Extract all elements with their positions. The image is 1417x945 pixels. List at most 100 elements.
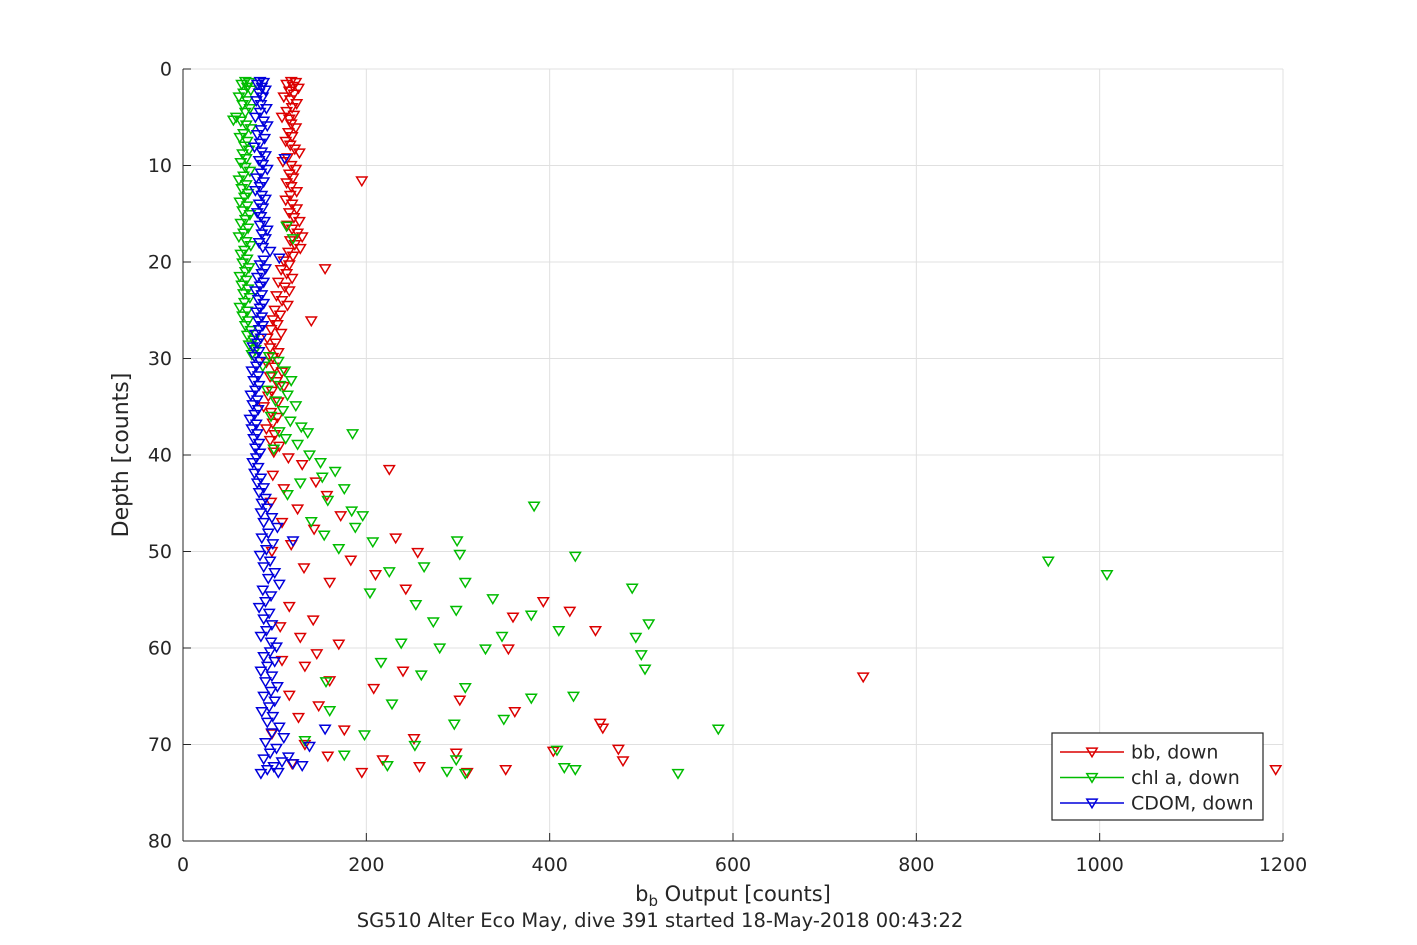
data-point-marker <box>291 83 306 95</box>
data-point-marker <box>259 544 273 556</box>
legend-marker-icon <box>1085 772 1099 784</box>
data-point-marker <box>302 741 317 753</box>
data-point-marker <box>527 501 541 513</box>
data-point-marker <box>263 435 277 447</box>
data-point-marker <box>292 216 306 228</box>
data-point-marker <box>263 246 277 258</box>
data-point-marker <box>287 89 301 101</box>
data-point-marker <box>524 693 538 705</box>
data-point-marker <box>568 551 582 563</box>
data-point-marker <box>298 739 312 751</box>
data-point-marker <box>289 401 303 413</box>
x-tick-label: 200 <box>348 854 384 876</box>
data-point-marker <box>268 568 282 579</box>
data-point-marker <box>508 707 522 718</box>
data-point-marker <box>258 597 273 608</box>
legend-marker-icon <box>1085 798 1099 810</box>
data-point-marker <box>258 677 273 689</box>
data-point-marker <box>302 450 317 462</box>
data-point-marker <box>254 631 268 643</box>
legend-label: bb, down <box>1131 742 1218 764</box>
x-tick-label: 1200 <box>1259 854 1307 876</box>
data-point-marker <box>638 664 652 676</box>
data-point-marker <box>286 759 300 771</box>
data-point-marker <box>272 427 286 439</box>
data-point-marker <box>265 371 279 383</box>
data-point-marker <box>319 677 333 689</box>
data-point-marker <box>275 367 289 379</box>
data-point-marker <box>642 619 656 631</box>
data-point-marker <box>293 632 307 644</box>
data-point-marker <box>277 484 291 496</box>
data-point-marker <box>295 459 309 471</box>
data-point-marker <box>460 767 474 779</box>
data-point-marker <box>449 755 463 767</box>
data-point-marker <box>506 612 520 624</box>
data-point-marker <box>323 577 337 589</box>
data-point-marker <box>328 466 342 478</box>
y-tick-label: 30 <box>148 348 172 370</box>
data-point-marker <box>291 504 305 516</box>
data-point-marker <box>272 722 286 734</box>
data-point-marker <box>318 264 332 276</box>
data-point-marker <box>414 670 428 682</box>
data-point-marker <box>321 495 335 507</box>
data-point-marker <box>286 536 300 548</box>
data-point-marker <box>546 746 560 758</box>
data-point-marker <box>254 508 268 520</box>
data-point-marker <box>1100 570 1114 581</box>
data-point-marker <box>257 754 271 766</box>
data-point-marker <box>257 614 271 626</box>
x-tick-label: 0 <box>177 854 189 876</box>
data-point-marker <box>273 622 287 634</box>
data-point-marker <box>309 477 323 489</box>
data-point-marker <box>251 462 265 474</box>
data-point-marker <box>257 517 271 529</box>
data-point-marker <box>293 243 307 255</box>
data-point-marker <box>711 724 725 736</box>
tick-labels: 0 200 400 600 800 1000 1200 0 10 20 30 40 50 60 70 80 <box>148 59 1307 877</box>
data-point-marker <box>257 652 271 663</box>
data-point-marker <box>271 767 285 779</box>
data-point-marker <box>259 424 273 436</box>
data-point-marker <box>306 615 320 627</box>
data-point-marker <box>254 768 268 780</box>
y-tick-label: 50 <box>148 541 172 563</box>
data-point-marker <box>367 683 381 695</box>
data-point-marker <box>264 411 278 423</box>
data-point-marker <box>385 699 399 711</box>
data-point-marker <box>266 470 280 482</box>
data-point-marker <box>332 639 346 651</box>
data-point-marker <box>495 631 509 643</box>
data-point-marker <box>399 584 413 596</box>
data-point-marker <box>307 524 321 536</box>
data-point-marker <box>278 366 292 378</box>
labels: Depth [counts] bb Output [counts]SG510 Al… <box>109 373 963 932</box>
data-point-marker <box>611 744 625 756</box>
data-point-marker <box>671 768 685 780</box>
x-tick-label: 800 <box>898 854 934 876</box>
data-point-marker <box>355 176 369 188</box>
data-point-marker <box>293 478 307 490</box>
data-point-marker <box>266 711 280 723</box>
data-point-marker <box>458 682 472 694</box>
data-point-marker <box>240 82 254 94</box>
data-point-marker <box>270 412 284 424</box>
data-point-marker <box>286 234 300 246</box>
data-point-marker <box>274 328 288 340</box>
data-point-marker <box>557 763 571 774</box>
data-point-marker <box>252 602 266 614</box>
data-point-marker <box>283 416 297 428</box>
data-point-marker <box>566 691 581 703</box>
data-point-marker <box>524 610 538 622</box>
data-point-marker <box>257 562 271 574</box>
data-point-marker <box>265 728 279 740</box>
axes <box>182 68 1284 842</box>
x-tick-label: 1000 <box>1075 854 1123 876</box>
data-point-marker <box>268 696 282 708</box>
data-point-marker <box>382 567 396 579</box>
data-point-marker <box>497 714 511 726</box>
data-point-marker <box>295 232 309 244</box>
data-point-marker <box>301 428 315 440</box>
